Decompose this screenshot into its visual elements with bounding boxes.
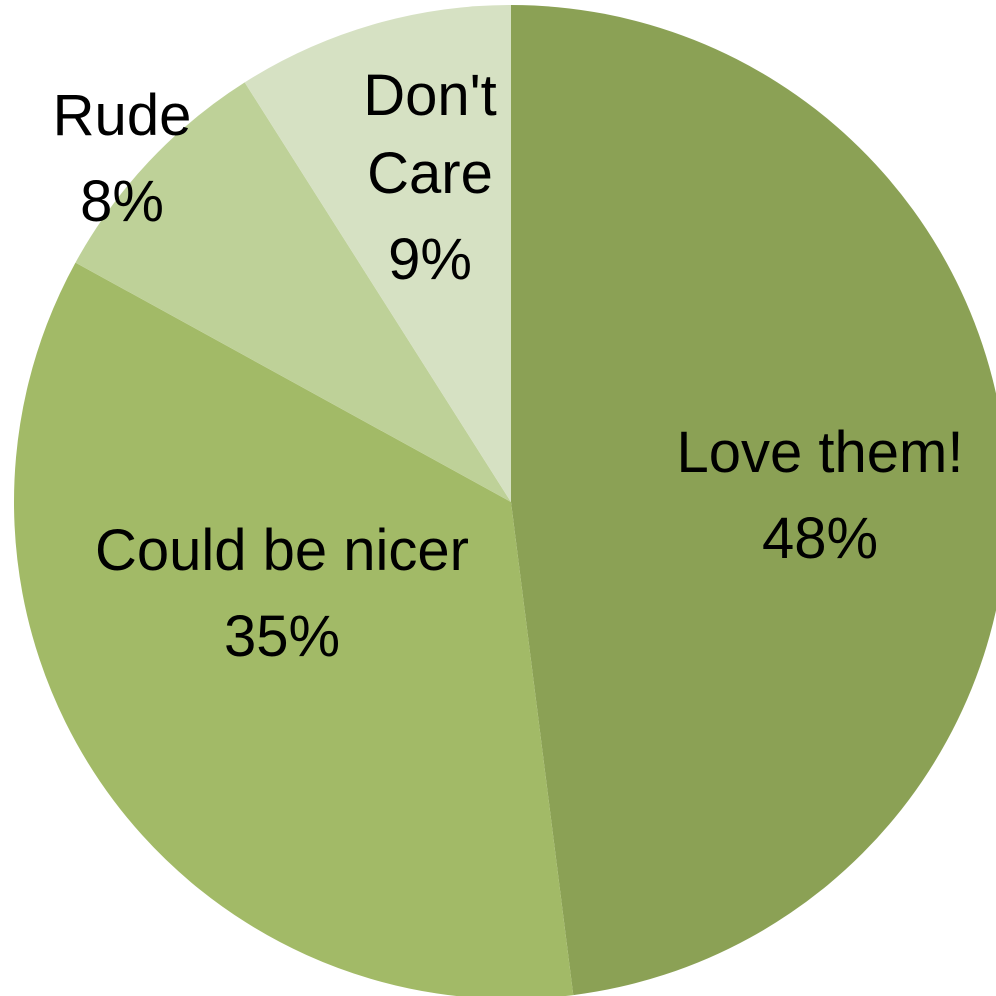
slice-label-don-t-care-line-2: Care <box>367 141 493 206</box>
slice-percent-love-them: 48% <box>762 506 878 571</box>
slice-label-could-be-nicer: Could be nicer <box>95 518 469 583</box>
pie-slice-love-them <box>511 5 996 996</box>
pie-slices <box>14 5 996 996</box>
slice-label-love-them: Love them! <box>677 420 964 485</box>
slice-percent-don-t-care: 9% <box>388 227 472 292</box>
slice-label-rude: Rude <box>53 83 192 148</box>
slice-label-don-t-care-line-1: Don't <box>363 63 497 128</box>
pie-slice-could-be-nicer <box>14 262 574 996</box>
slice-percent-rude: 8% <box>80 169 164 234</box>
pie-slice-don-t-care <box>244 5 511 502</box>
pie-labels: Love them! 48% Could be nicer 35% Rude 8% Don'… <box>53 63 964 669</box>
slice-percent-could-be-nicer: 35% <box>224 604 340 669</box>
pie-slice-rude <box>75 82 511 502</box>
